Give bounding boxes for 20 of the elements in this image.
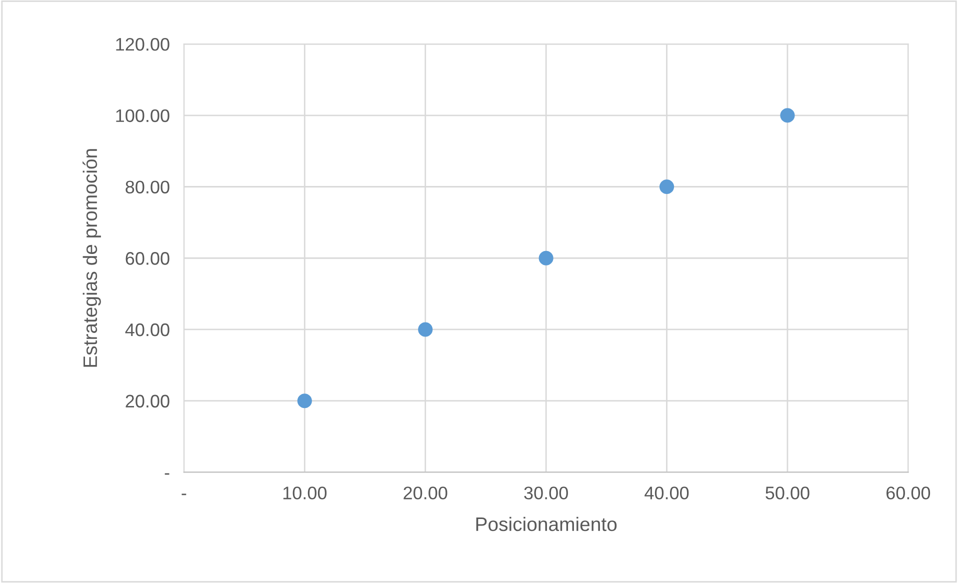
x-tick-label: 60.00 <box>886 486 930 500</box>
point <box>780 108 795 123</box>
x-tick-label: 40.00 <box>644 486 689 500</box>
x-tick-label: 50.00 <box>766 486 810 500</box>
point <box>659 179 674 194</box>
y-tick-label: 40.00 <box>125 323 170 336</box>
x-axis-title: Posicionamiento <box>476 516 617 532</box>
y-tick-label: 80.00 <box>126 180 170 194</box>
point <box>538 250 554 266</box>
y-tick-label: - <box>164 473 170 475</box>
x-tick-label: 10.00 <box>283 486 327 500</box>
point <box>297 394 312 408</box>
y-tick-label: 100.00 <box>116 109 170 122</box>
x-tick-label: 30.00 <box>524 486 568 500</box>
y-tick-label: 20.00 <box>126 394 170 408</box>
y-tick-label: 60.00 <box>126 252 170 265</box>
point <box>418 322 433 337</box>
y-axis-title: Estrategias de promoción <box>82 149 101 367</box>
x-tick-label: 20.00 <box>404 486 448 500</box>
y-tick-label: 120.00 <box>116 38 170 51</box>
